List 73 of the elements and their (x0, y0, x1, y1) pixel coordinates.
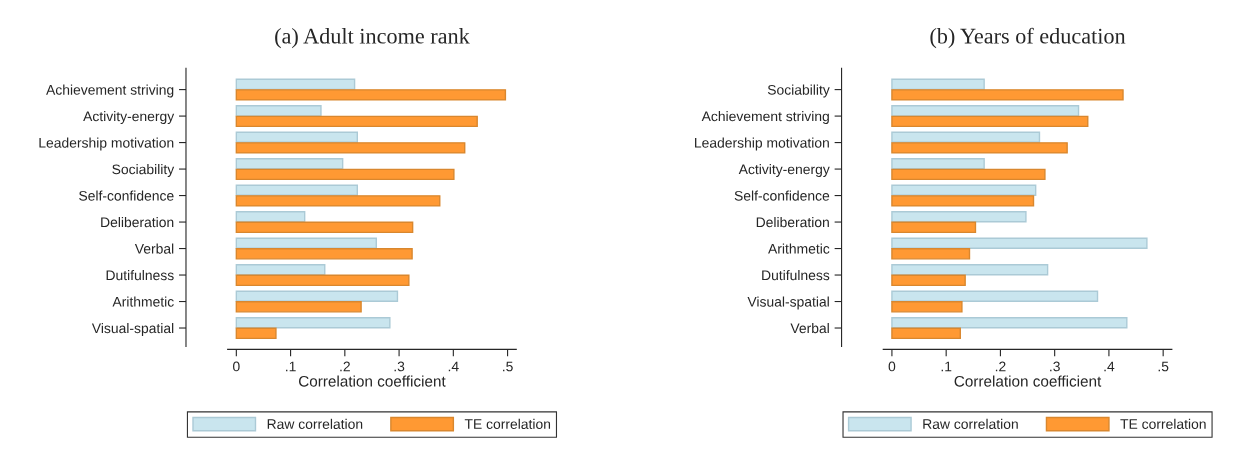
bar (891, 89, 1124, 101)
bar (891, 248, 971, 260)
legend-label: Raw correlation (923, 418, 1018, 429)
y-tick-label: Arithmetic (768, 243, 830, 254)
y-tick-label: Deliberation (756, 217, 829, 228)
bar (891, 158, 985, 170)
x-tick-label: .4 (1104, 361, 1115, 372)
bar (891, 115, 1089, 128)
bar (235, 168, 455, 181)
bar (235, 301, 362, 313)
y-tick-label: Self-confidence (734, 190, 830, 201)
bar (235, 316, 391, 329)
y-tick-label: Self-confidence (79, 190, 174, 201)
y-tick-label: Dutifulness (762, 270, 830, 281)
y-tick-label: Verbal (134, 243, 174, 254)
x-tick-label: .2 (340, 361, 350, 372)
y-tick-label: Arithmetic (112, 296, 174, 307)
x-tick-label: .3 (1050, 361, 1060, 372)
bar (235, 158, 344, 170)
y-tick-label: Visual-spatial (747, 296, 829, 310)
y-tick-label: Achievement striving (701, 111, 829, 124)
bar (891, 211, 1027, 223)
x-tick-label: 0 (233, 361, 240, 372)
bar (891, 142, 1068, 154)
bar (235, 221, 414, 234)
bar (235, 211, 306, 223)
x-tick-label: .2 (995, 361, 1006, 372)
bar (891, 264, 1049, 276)
y-tick-label: Verbal (790, 322, 829, 334)
y-tick-label: Leadership motivation (695, 137, 829, 151)
x-axis-title: Correlation coefficient (298, 375, 446, 387)
y-tick-label: Sociability (767, 84, 830, 98)
y-tick-label: Activity-energy (83, 111, 175, 124)
y-tick-label: Dutifulness (106, 270, 174, 281)
bar (235, 142, 466, 154)
bar (235, 105, 322, 117)
bar (891, 221, 977, 234)
legend-label: TE correlation (1120, 418, 1206, 429)
bar (235, 248, 413, 260)
bar (891, 301, 963, 313)
legend-label: TE correlation (464, 418, 551, 429)
bar (891, 195, 1035, 207)
bar (891, 237, 1148, 249)
chart-title: (a) Adult income rank (275, 27, 470, 49)
x-tick-label: .5 (503, 361, 513, 372)
y-tick-label: Leadership motivation (39, 137, 174, 151)
y-tick-label: Deliberation (101, 217, 174, 228)
legend-label: Raw correlation (267, 418, 363, 429)
bar (891, 168, 1046, 181)
bar (235, 195, 441, 207)
bar (891, 316, 1128, 329)
x-tick-label: .5 (1158, 361, 1169, 372)
bar (891, 274, 966, 287)
bar (235, 290, 399, 302)
bar (891, 105, 1080, 117)
x-axis-title: Correlation coefficient (954, 375, 1102, 387)
x-tick-label: .1 (941, 361, 952, 372)
y-tick-label: Visual-spatial (91, 322, 174, 336)
bar (235, 264, 326, 276)
x-tick-label: .1 (286, 361, 296, 372)
bar (891, 290, 1099, 302)
bar (235, 89, 507, 101)
y-tick-label: Activity-energy (738, 164, 830, 177)
bar (235, 274, 410, 287)
bar (891, 327, 961, 340)
bar (235, 115, 478, 128)
chart-title: (b) Years of education (930, 27, 1126, 49)
y-tick-label: Achievement striving (46, 84, 174, 98)
x-tick-label: .3 (394, 361, 405, 372)
bar (235, 327, 277, 340)
x-tick-label: 0 (888, 361, 896, 372)
x-tick-label: .4 (448, 361, 459, 372)
y-tick-label: Sociability (112, 164, 175, 177)
